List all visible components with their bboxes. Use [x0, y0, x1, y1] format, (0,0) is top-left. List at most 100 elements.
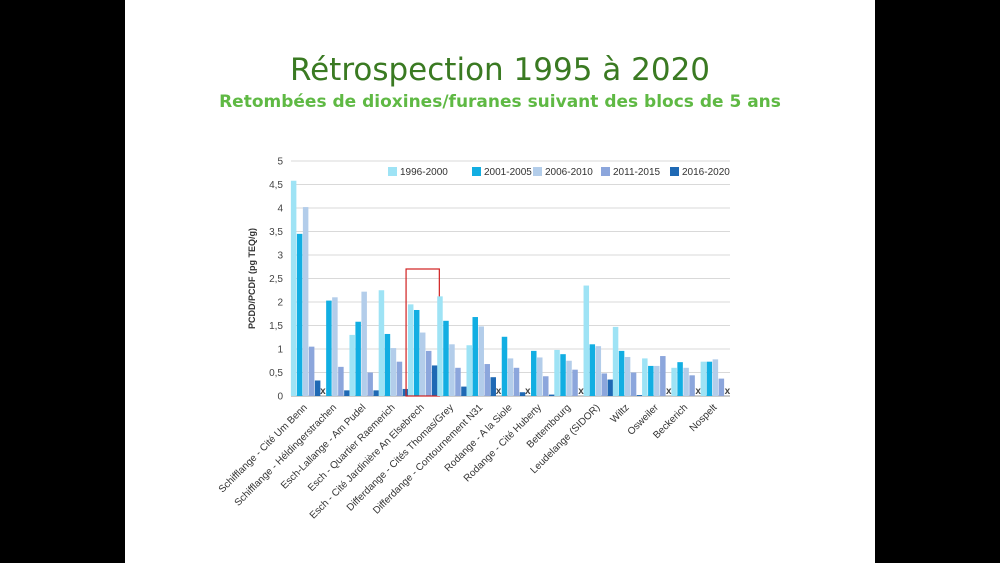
bar — [531, 350, 537, 396]
bar — [373, 390, 379, 396]
missing-value-marker: x — [496, 386, 502, 397]
bar — [413, 309, 420, 396]
bar — [407, 304, 414, 396]
bar — [654, 365, 660, 396]
bar — [378, 290, 385, 396]
legend-label: 2016-2020 — [682, 167, 730, 178]
bar — [519, 392, 526, 396]
legend-swatch — [601, 167, 610, 176]
bar — [607, 379, 614, 396]
bar — [344, 390, 350, 396]
bar — [689, 375, 695, 396]
bar — [338, 366, 344, 396]
bar — [560, 354, 566, 396]
missing-value-marker: x — [695, 386, 701, 397]
bar — [355, 321, 361, 396]
bar-chart: 0 0,5 1 1,5 2 2,5 3 3,5 4 4,5 5 PCDD/PCDF (pg TEQ/g… — [217, 157, 731, 522]
bar — [308, 346, 315, 396]
bar — [402, 388, 409, 396]
bar — [583, 285, 590, 396]
bar — [589, 344, 596, 396]
bar — [549, 394, 555, 396]
bar — [466, 345, 472, 396]
missing-value-marker: x — [320, 386, 326, 397]
slide: Rétrospection 1995 à 2020 Retombées de d… — [125, 0, 875, 563]
bar — [712, 359, 719, 396]
bar — [437, 296, 443, 396]
legend-label: 2006-2010 — [545, 167, 593, 178]
bar — [461, 386, 467, 396]
bar — [326, 300, 332, 396]
bar — [612, 326, 619, 396]
missing-value-marker: x — [666, 386, 672, 397]
y-tick-label: 4,5 — [269, 180, 283, 191]
legend-label: 2001-2005 — [484, 167, 532, 178]
bar — [566, 360, 572, 396]
y-tick-label: 3,5 — [269, 227, 283, 238]
y-tick-label: 2,5 — [269, 274, 283, 285]
bar — [449, 344, 455, 396]
bar — [490, 377, 496, 396]
bar — [425, 350, 432, 396]
bar — [390, 348, 397, 396]
bar — [478, 326, 484, 396]
missing-value-marker: x — [578, 386, 584, 397]
bar — [419, 332, 426, 396]
bar — [630, 372, 637, 396]
bar — [572, 369, 578, 396]
x-category-label: Nospelt — [688, 402, 720, 434]
bar — [671, 367, 677, 396]
bar — [554, 349, 560, 396]
legend-swatch — [670, 167, 679, 176]
bar — [290, 180, 297, 396]
slide-subtitle: Retombées de dioxines/furanes suivant de… — [219, 92, 781, 112]
missing-value-marker: x — [725, 386, 731, 397]
y-tick-label: 0 — [277, 392, 283, 403]
legend-swatch — [388, 167, 397, 176]
bar — [543, 376, 549, 396]
bar — [642, 358, 648, 396]
bar — [484, 364, 490, 396]
bar — [700, 361, 707, 396]
bar — [636, 395, 643, 396]
bar — [384, 333, 391, 396]
y-axis-label: PCDD/PCDF (pg TEQ/g) — [247, 228, 257, 329]
bar — [361, 291, 367, 396]
missing-value-marker: x — [525, 386, 531, 397]
legend-swatch — [472, 167, 481, 176]
bar — [624, 356, 631, 396]
bar — [431, 365, 438, 396]
bar — [706, 361, 713, 396]
bar — [314, 380, 321, 396]
bar — [367, 372, 373, 396]
bar — [332, 297, 338, 396]
bar — [677, 362, 683, 396]
x-category-label: Differdange - Cités Thomas/Grey — [345, 402, 456, 513]
bar — [601, 373, 608, 396]
legend-swatch — [533, 167, 542, 176]
bar — [648, 365, 654, 396]
bar — [302, 207, 309, 396]
bar — [443, 320, 449, 396]
bar — [513, 367, 520, 396]
legend-label: 2011-2015 — [613, 167, 661, 178]
y-tick-label: 0,5 — [269, 368, 283, 379]
y-tick-label: 2 — [277, 298, 283, 309]
bar — [349, 334, 355, 396]
bar — [396, 361, 403, 396]
bar — [501, 336, 508, 396]
bar — [507, 358, 514, 396]
x-category-label: Wiltz — [609, 402, 632, 425]
slide-title: Rétrospection 1995 à 2020 — [289, 52, 711, 88]
y-tick-label: 1 — [277, 345, 283, 356]
bar — [683, 367, 689, 396]
legend-label: 1996-2000 — [400, 167, 448, 178]
bar — [618, 350, 625, 396]
y-tick-label: 5 — [277, 157, 283, 168]
y-tick-label: 4 — [277, 204, 283, 215]
bar — [718, 378, 725, 396]
y-tick-label: 1,5 — [269, 321, 283, 332]
y-tick-label: 3 — [277, 251, 283, 262]
bar — [296, 233, 303, 396]
bar — [455, 367, 461, 396]
